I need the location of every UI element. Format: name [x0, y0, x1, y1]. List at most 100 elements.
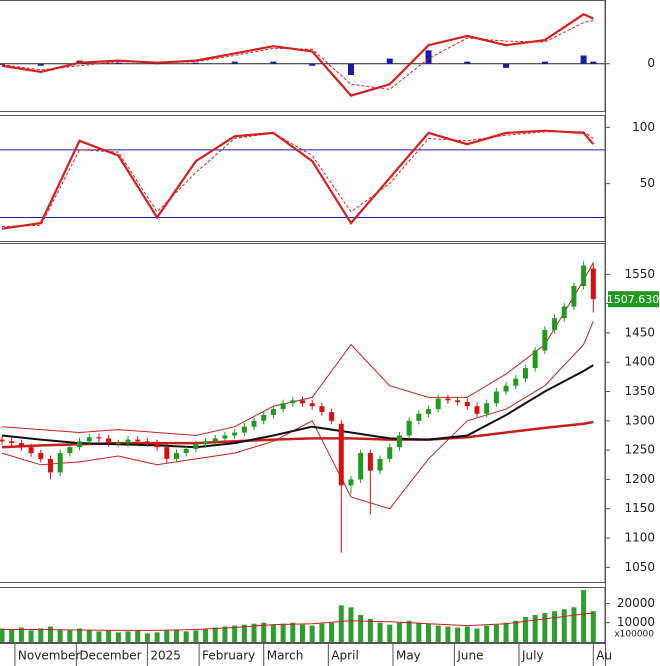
candle-body	[319, 406, 325, 413]
volume-bar	[309, 625, 315, 642]
candle-body	[416, 413, 422, 421]
volume-bar	[542, 613, 548, 642]
y-tick-label: 50	[640, 176, 655, 190]
candle-body	[86, 437, 92, 442]
volume-bar	[561, 609, 567, 642]
candle-body	[348, 479, 354, 486]
volume-bar	[493, 624, 499, 642]
candle-body	[67, 447, 73, 454]
macd-line	[1, 13, 594, 97]
histogram-bar	[309, 63, 316, 66]
indicator-line	[1, 262, 594, 437]
candle-body	[426, 409, 432, 414]
volume-bar	[329, 622, 335, 642]
volume-bar	[0, 628, 5, 642]
x-tick-label: November	[18, 649, 80, 663]
volume-bar	[251, 623, 257, 642]
histogram-bar	[503, 63, 510, 68]
y-tick-label: 1250	[624, 443, 655, 457]
volume-bar	[67, 630, 73, 642]
volume-bar	[212, 627, 218, 642]
volume-bar	[86, 630, 92, 642]
volume-bar	[455, 627, 461, 642]
candle-body	[232, 432, 238, 436]
candle-body	[57, 453, 63, 473]
volume-bar	[135, 630, 141, 642]
x-tick-label: Au	[596, 649, 612, 663]
volume-bar	[57, 629, 63, 642]
candle-body	[115, 443, 121, 445]
candle-body	[581, 265, 587, 287]
volume-bar	[193, 630, 199, 642]
candle-body	[183, 448, 189, 454]
volume-unit: x100000	[614, 630, 654, 640]
candle-body	[503, 385, 509, 392]
candle-body	[251, 420, 257, 427]
candle-body	[203, 441, 209, 445]
volume-bar	[203, 628, 209, 642]
volume-bar	[377, 622, 383, 642]
volume-bar	[183, 631, 189, 642]
last-price-label: 1507.630	[607, 293, 660, 306]
candle-body	[173, 453, 179, 459]
candle-body	[222, 435, 228, 439]
volume-bar	[280, 623, 286, 642]
volume-bar	[590, 611, 596, 642]
y-tick-label: 1350	[624, 384, 655, 398]
candle-body	[0, 439, 5, 442]
volume-bar	[28, 630, 34, 642]
candle-body	[493, 391, 499, 404]
last-price-box	[608, 291, 659, 308]
candle-body	[77, 441, 83, 448]
histogram-bar	[37, 63, 44, 66]
indicator-line	[1, 321, 594, 510]
volume-bar	[532, 615, 538, 642]
volume-average	[2, 612, 594, 631]
y-tick-label: 20000	[617, 596, 655, 610]
volume-bar	[232, 625, 238, 642]
candle-body	[309, 403, 315, 407]
volume-bar	[581, 589, 587, 642]
y-tick-label: 1150	[624, 501, 655, 515]
candle-body	[270, 409, 276, 415]
volume-bar	[115, 632, 121, 642]
histogram-bar	[425, 50, 432, 64]
volume-bar	[552, 611, 558, 642]
candle-body	[455, 400, 461, 403]
candle-body	[367, 453, 373, 471]
candle-body	[300, 400, 305, 404]
candle-body	[358, 453, 364, 480]
volume-bar	[464, 626, 470, 642]
volume-bar	[38, 628, 44, 642]
candle-body	[338, 423, 344, 486]
candle-body	[464, 402, 470, 407]
candle-body	[406, 420, 412, 436]
y-tick-label: 1400	[624, 355, 655, 369]
volume-bar	[435, 625, 441, 642]
candle-body	[396, 435, 402, 448]
volume-bar	[222, 626, 228, 642]
candle-body	[445, 398, 451, 401]
y-tick-label: 0	[647, 56, 655, 70]
volume-bar	[338, 605, 344, 642]
volume-bar	[358, 615, 364, 642]
indicator-line	[1, 364, 594, 449]
volume-bar	[522, 616, 528, 642]
candle-body	[9, 441, 15, 444]
y-tick-label: 1300	[624, 413, 655, 427]
volume-bar	[396, 622, 402, 642]
y-tick-label: 100	[632, 120, 655, 134]
histogram-bar	[347, 63, 354, 76]
y-tick-label: 1100	[624, 531, 655, 545]
histogram-bar	[464, 61, 471, 64]
candle-body	[532, 350, 538, 369]
histogram-bar	[231, 61, 238, 64]
y-tick-label: 1550	[624, 267, 655, 281]
candle-body	[106, 438, 112, 444]
volume-bar	[18, 627, 24, 642]
x-tick-label: July	[521, 649, 544, 663]
volume-bar	[474, 628, 480, 642]
volume-bar	[125, 631, 131, 642]
